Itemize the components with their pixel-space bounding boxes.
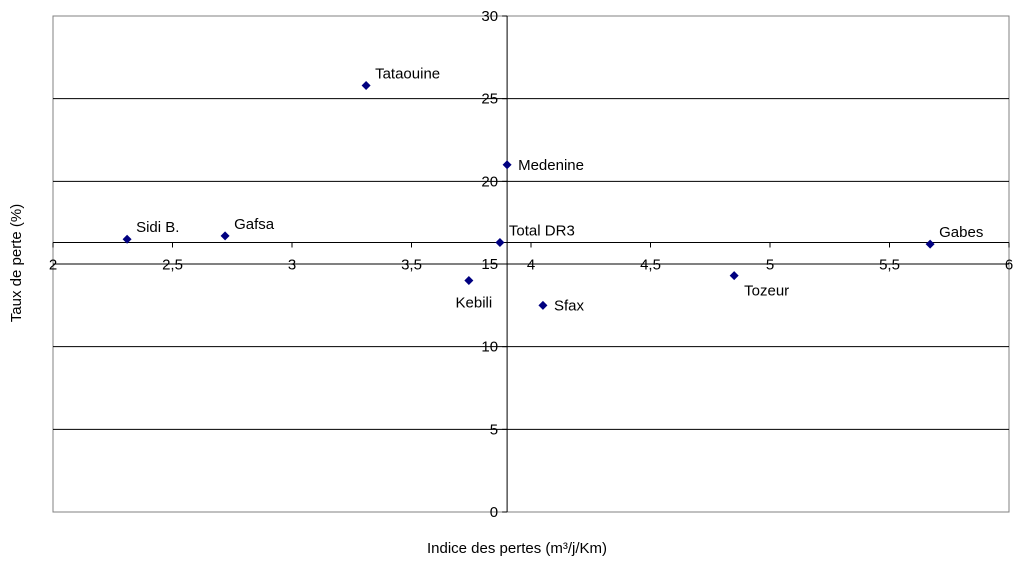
point-label: Sidi B. xyxy=(136,219,179,236)
x-tick-label: 2,5 xyxy=(162,257,183,274)
point-label: Kebili xyxy=(456,295,493,312)
point-label: Tozeur xyxy=(744,283,789,300)
point-label: Tataouine xyxy=(375,65,440,82)
point-label: Gafsa xyxy=(234,216,275,233)
point-labels: Tataouine Medenine Sidi B. Gafsa Total DR3 Ga… xyxy=(136,65,983,314)
data-point xyxy=(538,300,548,310)
x-tick-label: 4,5 xyxy=(640,257,661,274)
y-tick-label: 20 xyxy=(481,173,498,190)
y-tick-label: 5 xyxy=(490,421,498,438)
data-points xyxy=(122,80,935,310)
data-point xyxy=(495,238,505,248)
data-point xyxy=(361,80,371,90)
y-axis-title: Taux de perte (%) xyxy=(8,204,25,322)
point-label: Total DR3 xyxy=(509,223,575,240)
data-point xyxy=(464,276,474,286)
point-label: Sfax xyxy=(554,297,585,314)
x-tick-label: 2 xyxy=(49,257,57,274)
x-tick-label: 4 xyxy=(527,257,535,274)
gridlines xyxy=(53,98,1009,430)
point-label: Medenine xyxy=(518,157,584,174)
tick-labels: 2 2,5 3 3,5 4 4,5 5 5,5 6 0 5 10 15 20 25 30 xyxy=(49,8,1013,521)
data-point xyxy=(925,239,935,249)
x-tick-label: 3,5 xyxy=(401,257,422,274)
point-label: Gabes xyxy=(939,224,983,241)
y-tick-label: 15 xyxy=(481,256,498,273)
x-tick-label: 6 xyxy=(1005,257,1013,274)
y-tick-label: 0 xyxy=(490,504,498,521)
y-tick-label: 25 xyxy=(481,91,498,108)
data-point xyxy=(220,231,230,241)
x-tick-label: 3 xyxy=(288,257,296,274)
y-tick-label: 10 xyxy=(481,339,498,356)
data-point xyxy=(122,234,132,244)
x-axis-title: Indice des pertes (m³/j/Km) xyxy=(427,540,607,557)
y-tick-label: 30 xyxy=(481,8,498,25)
axes xyxy=(52,15,1010,513)
data-point xyxy=(729,271,739,281)
x-tick-label: 5,5 xyxy=(879,257,900,274)
data-point xyxy=(502,160,512,170)
x-tick-label: 5 xyxy=(766,257,774,274)
